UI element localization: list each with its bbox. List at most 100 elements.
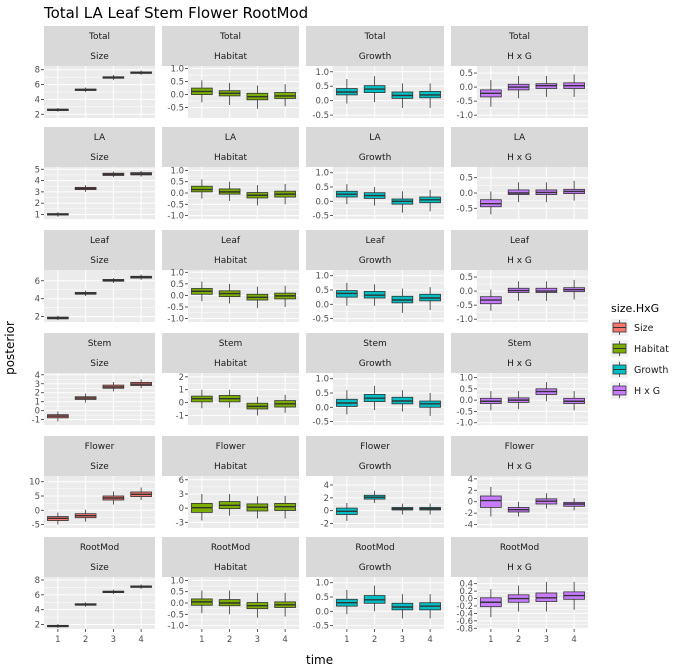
facet-strip bbox=[162, 127, 299, 167]
y-tick-label: -4 bbox=[465, 521, 473, 531]
box-time-2 bbox=[74, 602, 97, 607]
box-time-2 bbox=[363, 585, 386, 612]
strip-label-row: Total bbox=[508, 32, 530, 42]
panel-rootmod-4: RootMod H x G -0.8-0.6-0.4-0.20.00.20.4 1 2 3… bbox=[451, 537, 588, 645]
y-tick-label: -5 bbox=[32, 521, 40, 531]
box-time-1 bbox=[191, 80, 213, 103]
box-time-2 bbox=[74, 393, 97, 403]
box-time-3 bbox=[535, 182, 558, 203]
y-tick-label: -3 bbox=[176, 518, 184, 528]
y-tick-label: 5 bbox=[35, 492, 40, 502]
y-tick-label: 1.0 bbox=[459, 374, 473, 384]
box-time-1 bbox=[191, 389, 213, 409]
box-time-1 bbox=[336, 79, 358, 104]
box-time-4 bbox=[274, 84, 296, 107]
panel-total-4: Total H x G -1.0 -0.5 0.0 0.5 bbox=[451, 26, 588, 121]
facet-strip bbox=[306, 26, 444, 66]
strip-label-row: Flower bbox=[85, 442, 115, 452]
y-tick-label: 0 bbox=[35, 407, 40, 417]
y-tick-label: 0 bbox=[468, 498, 473, 508]
box-time-4 bbox=[274, 394, 296, 413]
box-time-3 bbox=[535, 493, 558, 509]
panel-total-2: Total Habitat -0.5 0.0 0.5 1.0 bbox=[162, 26, 299, 118]
y-tick-label: 0 bbox=[179, 504, 184, 514]
panel-flower-3: Flower Growth -2 0 2 4 bbox=[306, 436, 444, 530]
strip-label-row: LA bbox=[369, 133, 381, 143]
x-tick-label: 3 bbox=[544, 635, 549, 645]
facet-strip bbox=[306, 333, 444, 373]
box-time-1 bbox=[336, 282, 358, 306]
y-tick-label: 0.2 bbox=[459, 587, 473, 597]
y-tick-label: -0.5 bbox=[456, 407, 473, 417]
box-time-2 bbox=[363, 490, 386, 503]
y-tick-label: 2 bbox=[35, 389, 40, 399]
box-time-1 bbox=[480, 80, 502, 107]
y-tick-label: 0.5 bbox=[170, 78, 184, 88]
x-axis-title: time bbox=[306, 653, 333, 667]
y-tick-label: 1.0 bbox=[315, 375, 329, 385]
panel-rootmod-3: RootMod Growth -0.5 0.0 0.5 1.0 1 2 3 4 bbox=[306, 537, 444, 645]
panel-leaf-1: Leaf Size 2 4 6 bbox=[35, 230, 155, 323]
box-time-4 bbox=[130, 70, 152, 75]
y-tick-label: -0.5 bbox=[167, 610, 184, 620]
box-time-4 bbox=[563, 498, 585, 511]
strip-label-col: Growth bbox=[359, 462, 392, 472]
box-time-1 bbox=[480, 191, 502, 215]
panel-total-1: Total Size 2 4 6 8 bbox=[35, 26, 155, 120]
panel-background bbox=[44, 270, 155, 322]
y-tick-label: -0.5 bbox=[456, 204, 473, 214]
x-tick-label: 2 bbox=[227, 635, 232, 645]
y-tick-label: 8 bbox=[35, 66, 40, 76]
box-iqr bbox=[535, 287, 558, 293]
facet-strip bbox=[44, 26, 155, 66]
facet-strip bbox=[162, 436, 299, 476]
y-tick-label: 0.0 bbox=[170, 599, 184, 609]
y-tick-label: -1.0 bbox=[456, 315, 473, 325]
box-time-2 bbox=[363, 284, 386, 306]
y-tick-label: -0.5 bbox=[456, 97, 473, 107]
facet-strip bbox=[306, 127, 444, 167]
strip-label-row: RootMod bbox=[80, 543, 119, 553]
y-tick-label: 0.0 bbox=[315, 403, 329, 413]
facet-strip bbox=[44, 230, 155, 270]
y-tick-label: 0.5 bbox=[459, 385, 473, 395]
panel-background bbox=[44, 167, 155, 219]
box-time-2 bbox=[218, 493, 241, 516]
legend-entry-3: Growth bbox=[611, 361, 668, 378]
box-time-3 bbox=[391, 83, 414, 108]
y-tick-label: -1 bbox=[176, 411, 184, 421]
y-tick-label: 4 bbox=[324, 481, 329, 491]
box-time-1 bbox=[47, 315, 69, 321]
box-time-1 bbox=[47, 212, 69, 217]
y-tick-label: 2 bbox=[35, 199, 40, 209]
facet-strip bbox=[44, 436, 155, 476]
box-time-3 bbox=[246, 592, 269, 618]
facet-strip bbox=[306, 537, 444, 577]
legend: size.HxG Size Habitat Growth H x G bbox=[611, 302, 669, 399]
box-time-4 bbox=[419, 83, 441, 108]
strip-label-row: Stem bbox=[508, 339, 532, 349]
y-tick-label: -0.5 bbox=[312, 111, 329, 121]
y-tick-label: -0.8 bbox=[456, 624, 473, 634]
x-tick-label: 1 bbox=[55, 635, 60, 645]
box-time-2 bbox=[507, 391, 530, 410]
legend-label: Habitat bbox=[634, 344, 669, 355]
y-tick-label: 1.0 bbox=[315, 169, 329, 179]
y-tick-label: 4 bbox=[35, 371, 40, 381]
box-time-2 bbox=[74, 290, 97, 296]
strip-label-col: Growth bbox=[359, 563, 392, 573]
legend-entry-1: Size bbox=[611, 319, 654, 336]
y-tick-label: -0.5 bbox=[312, 622, 329, 632]
y-tick-label: 2 bbox=[35, 313, 40, 323]
box-time-3 bbox=[246, 496, 269, 519]
y-tick-label: -0.5 bbox=[167, 200, 184, 210]
box-time-4 bbox=[130, 379, 152, 389]
strip-label-row: RootMod bbox=[500, 543, 539, 553]
box-time-3 bbox=[535, 281, 558, 301]
y-tick-label: -0.2 bbox=[456, 602, 473, 612]
box-time-1 bbox=[191, 281, 213, 302]
box-time-4 bbox=[419, 287, 441, 310]
legend-title: size.HxG bbox=[611, 302, 659, 315]
strip-label-col: H x G bbox=[507, 359, 532, 369]
